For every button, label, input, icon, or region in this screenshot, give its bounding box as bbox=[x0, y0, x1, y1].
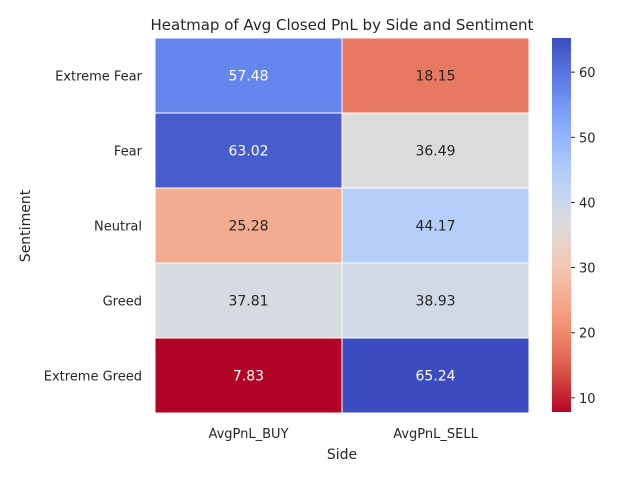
row-tick-label: Fear bbox=[114, 145, 143, 160]
cell-value-label: 18.15 bbox=[415, 69, 455, 85]
row-tick-label: Greed bbox=[103, 295, 142, 310]
heatmap-cell bbox=[154, 112, 343, 189]
x-axis-label: Side bbox=[327, 447, 357, 463]
cell-value-label: 37.81 bbox=[228, 294, 268, 310]
row-tick-label: Extreme Greed bbox=[44, 370, 142, 385]
cell-value-label: 65.24 bbox=[415, 369, 455, 385]
colorbar-ticks: 10 20 30 40 50 60 bbox=[571, 66, 596, 407]
y-axis-label: Sentiment bbox=[18, 189, 34, 262]
row-labels: Extreme Fear Fear Neutral Greed Extreme Gree… bbox=[44, 70, 143, 385]
colorbar-tick-label: 60 bbox=[579, 66, 596, 81]
colorbar bbox=[552, 38, 571, 412]
heatmap-cell bbox=[341, 337, 530, 414]
colorbar-tick-label: 30 bbox=[579, 262, 596, 277]
colorbar-tick-label: 20 bbox=[579, 327, 596, 342]
heatmap-cell bbox=[341, 37, 530, 114]
heatmap-cell bbox=[341, 187, 530, 264]
row-tick-label: Neutral bbox=[94, 220, 142, 235]
colorbar-tick-label: 50 bbox=[579, 131, 596, 146]
chart-title: Heatmap of Avg Closed PnL by Side and Se… bbox=[151, 16, 534, 34]
cell-value-label: 63.02 bbox=[228, 144, 268, 160]
heatmap-cells: 57.48 18.15 63.02 36.49 25.28 44.17 37.81 38.93… bbox=[154, 37, 530, 414]
heatmap-cell bbox=[154, 187, 343, 264]
cell-value-label: 25.28 bbox=[228, 219, 268, 235]
cell-value-label: 57.48 bbox=[228, 69, 268, 85]
cell-value-label: 36.49 bbox=[415, 144, 455, 160]
cell-value-label: 38.93 bbox=[415, 294, 455, 310]
row-tick-label: Extreme Fear bbox=[55, 70, 143, 85]
cell-value-label: 44.17 bbox=[415, 219, 455, 235]
heatmap-cell bbox=[341, 112, 530, 189]
column-tick-label: AvgPnL_BUY bbox=[208, 427, 288, 442]
column-tick-label: AvgPnL_SELL bbox=[393, 427, 478, 442]
colorbar-tick-label: 10 bbox=[579, 392, 596, 407]
cell-value-label: 7.83 bbox=[233, 369, 264, 385]
heatmap-cell bbox=[154, 337, 343, 414]
heatmap-cell bbox=[154, 37, 343, 114]
heatmap-cell bbox=[341, 262, 530, 339]
column-labels: AvgPnL_BUY AvgPnL_SELL bbox=[208, 427, 478, 442]
colorbar-tick-label: 40 bbox=[579, 196, 596, 211]
